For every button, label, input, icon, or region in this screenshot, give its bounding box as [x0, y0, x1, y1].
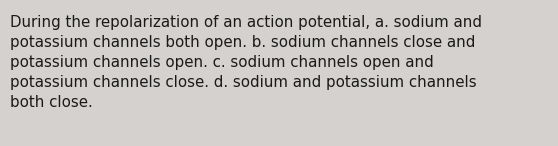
Text: During the repolarization of an action potential, a. sodium and
potassium channe: During the repolarization of an action p… — [10, 15, 482, 111]
